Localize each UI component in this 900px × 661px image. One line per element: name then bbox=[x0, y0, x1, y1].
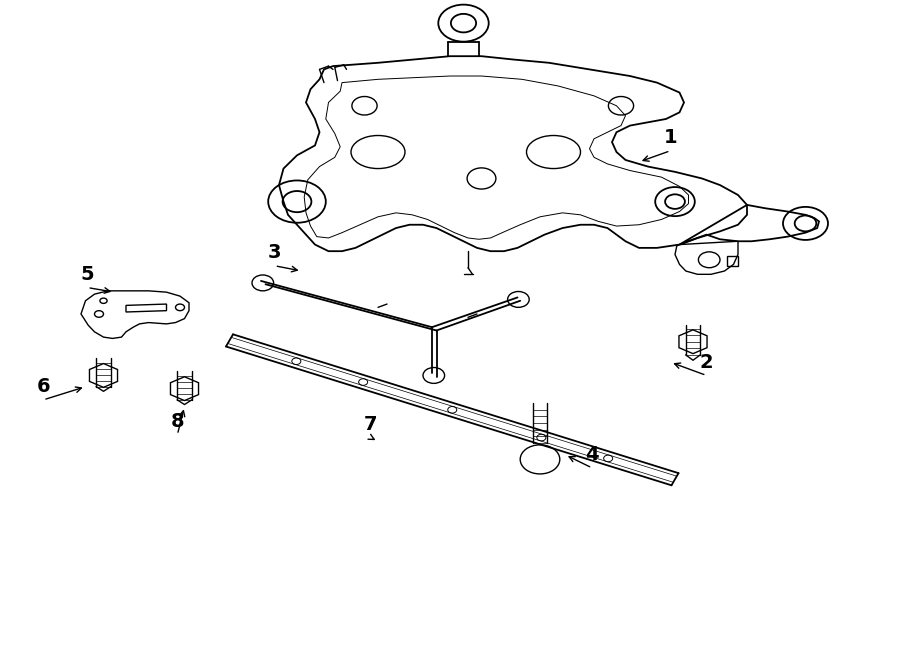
Text: 7: 7 bbox=[364, 415, 377, 434]
Polygon shape bbox=[446, 42, 482, 56]
Text: 5: 5 bbox=[80, 265, 94, 284]
Text: 1: 1 bbox=[663, 128, 678, 147]
Text: 4: 4 bbox=[585, 446, 599, 464]
Text: 2: 2 bbox=[699, 353, 714, 371]
Text: 6: 6 bbox=[36, 377, 50, 396]
Polygon shape bbox=[81, 291, 189, 338]
Text: 3: 3 bbox=[268, 243, 281, 262]
Text: 8: 8 bbox=[170, 412, 184, 431]
